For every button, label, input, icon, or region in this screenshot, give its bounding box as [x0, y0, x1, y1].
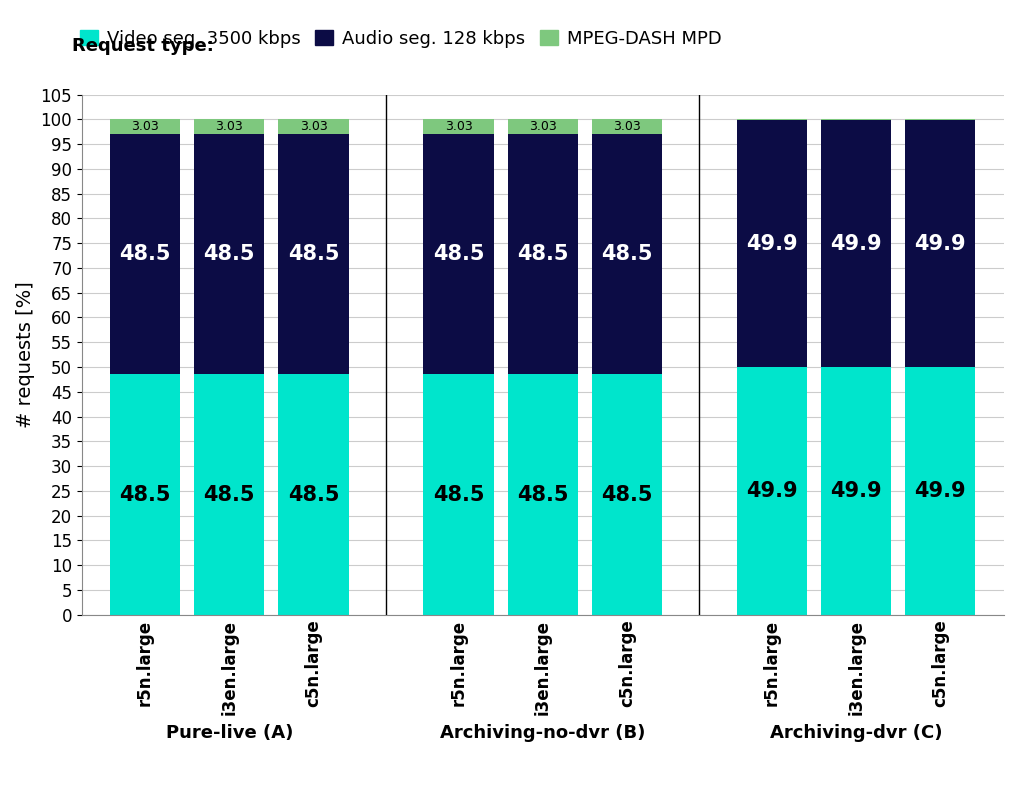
Text: 3.03: 3.03 [444, 121, 472, 133]
Text: 48.5: 48.5 [517, 485, 568, 504]
Text: Archiving-no-dvr (B): Archiving-no-dvr (B) [440, 723, 645, 742]
Bar [592, 119, 662, 134]
Bar [905, 121, 976, 367]
Bar [821, 367, 891, 615]
Text: 48.5: 48.5 [433, 485, 484, 504]
Text: 49.9: 49.9 [746, 234, 798, 254]
Bar [110, 119, 180, 134]
Bar [195, 119, 264, 134]
Bar [424, 119, 494, 134]
Bar [508, 134, 578, 374]
Text: 48.5: 48.5 [288, 244, 339, 264]
Bar [508, 119, 578, 134]
Text: 48.5: 48.5 [120, 485, 171, 504]
Bar [110, 134, 180, 374]
Bar [737, 121, 807, 367]
Bar [508, 374, 578, 615]
Bar [110, 374, 180, 615]
Text: 3.03: 3.03 [131, 121, 159, 133]
Bar [279, 134, 348, 374]
Text: 48.5: 48.5 [433, 244, 484, 264]
Bar [195, 134, 264, 374]
Text: Archiving-dvr (C): Archiving-dvr (C) [770, 723, 942, 742]
Text: Pure-live (A): Pure-live (A) [166, 723, 293, 742]
Text: 3.03: 3.03 [300, 121, 328, 133]
Text: 49.9: 49.9 [830, 234, 882, 254]
Text: 48.5: 48.5 [120, 244, 171, 264]
Legend: Video seg. 3500 kbps, Audio seg. 128 kbps, MPEG-DASH MPD: Video seg. 3500 kbps, Audio seg. 128 kbp… [73, 23, 729, 55]
Bar [821, 119, 891, 121]
Bar [424, 374, 494, 615]
Text: 48.5: 48.5 [517, 244, 568, 264]
Bar [195, 374, 264, 615]
Bar [592, 134, 662, 374]
Text: 48.5: 48.5 [601, 244, 652, 264]
Bar [279, 374, 348, 615]
Bar [905, 367, 976, 615]
Text: 49.9: 49.9 [830, 481, 882, 501]
Bar [424, 134, 494, 374]
Bar [821, 121, 891, 367]
Y-axis label: # requests [%]: # requests [%] [16, 281, 35, 428]
Text: Request type:: Request type: [72, 37, 214, 55]
Text: 49.9: 49.9 [914, 234, 967, 254]
Text: 48.5: 48.5 [204, 485, 255, 504]
Text: 3.03: 3.03 [528, 121, 557, 133]
Bar [279, 119, 348, 134]
Bar [905, 119, 976, 121]
Text: 49.9: 49.9 [914, 481, 967, 501]
Text: 49.9: 49.9 [746, 481, 798, 501]
Bar [737, 119, 807, 121]
Bar [737, 367, 807, 615]
Text: 48.5: 48.5 [288, 485, 339, 504]
Bar [592, 374, 662, 615]
Text: 48.5: 48.5 [601, 485, 652, 504]
Text: 48.5: 48.5 [204, 244, 255, 264]
Text: 3.03: 3.03 [215, 121, 243, 133]
Text: 3.03: 3.03 [613, 121, 641, 133]
